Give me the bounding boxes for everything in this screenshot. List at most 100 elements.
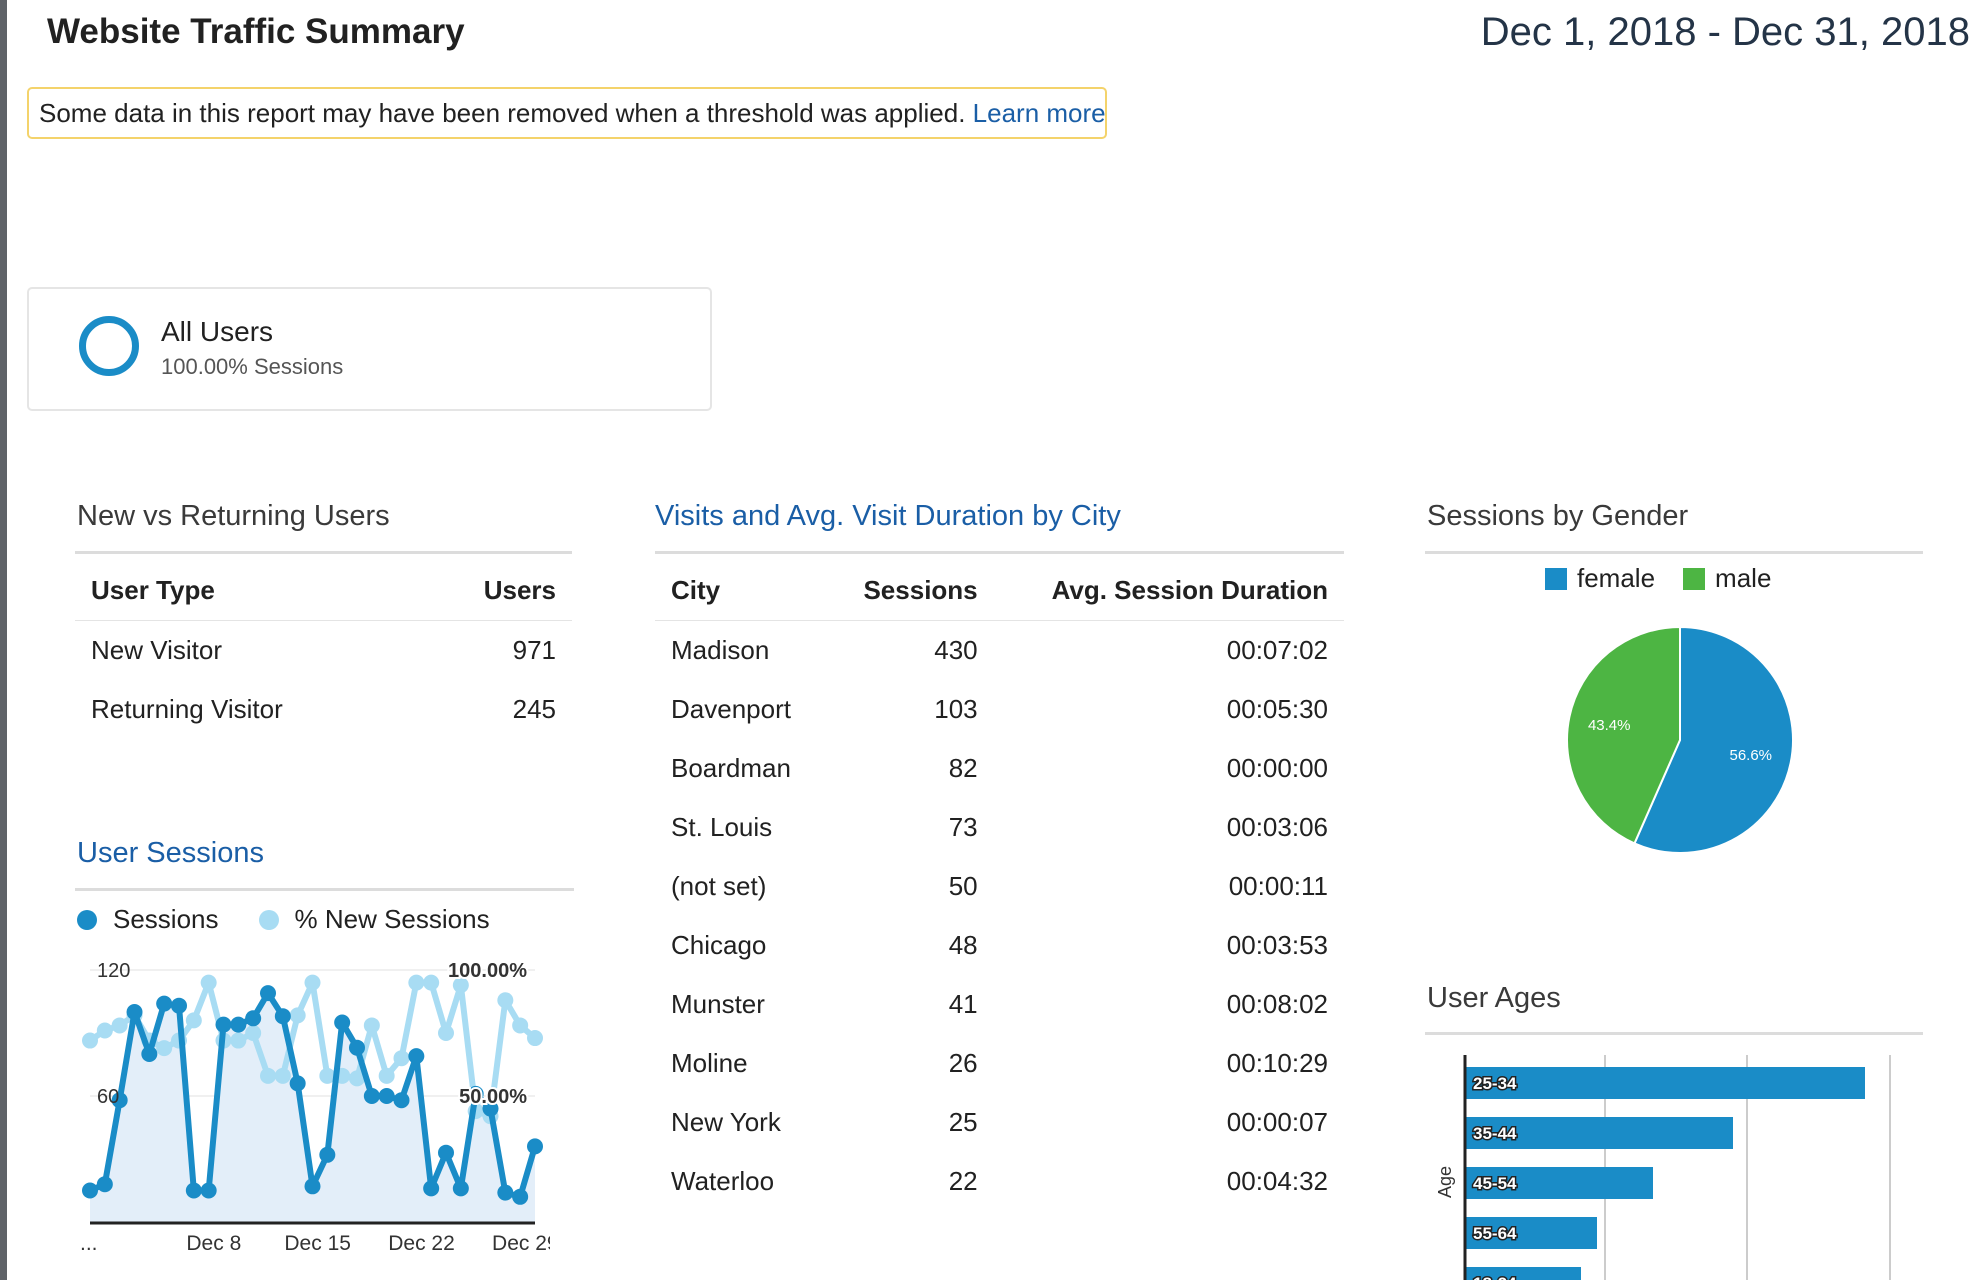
section-divider	[655, 551, 1344, 554]
sessions-point	[185, 1182, 202, 1199]
sessions-cell: 48	[948, 930, 978, 960]
sessions-point	[171, 997, 187, 1014]
sessions-chart-legend: Sessions % New Sessions	[77, 904, 490, 935]
user-sessions-title[interactable]: User Sessions	[77, 837, 264, 869]
female-legend-label: female	[1577, 563, 1656, 593]
sessions-point	[289, 1075, 306, 1092]
city-cell: Waterloo	[671, 1166, 775, 1196]
sessions-point	[111, 1092, 128, 1109]
table-row: St. Louis 73 00:03:06	[655, 798, 1344, 857]
pie-slice-female	[1633, 625, 1794, 854]
new-sessions-legend-marker	[258, 909, 279, 930]
column-header-user-type: User Type	[91, 574, 215, 605]
new-sessions-point	[393, 1050, 410, 1067]
notice-message: Some data in this report may have been r…	[39, 98, 966, 128]
sessions-point	[482, 1100, 499, 1117]
new-sessions-point	[111, 1017, 128, 1034]
age-bar-label: 18-24	[1473, 1274, 1517, 1280]
age-bar-label: 55-64	[1473, 1224, 1517, 1243]
city-cell: (not set)	[671, 871, 767, 901]
sessions-point	[96, 1176, 113, 1193]
sessions-point	[408, 1048, 425, 1065]
sessions-area	[90, 993, 535, 1222]
pie-slice-label: 56.6%	[1729, 747, 1772, 764]
new-vs-returning-title: New vs Returning Users	[77, 500, 390, 532]
segment-name: All Users	[161, 316, 274, 347]
user-ages-bar-chart: 25-34 35-44 45-54 55-64 18-24 Age	[1435, 1055, 1891, 1280]
sessions-point	[156, 995, 173, 1012]
user-ages-title: User Ages	[1427, 982, 1561, 1014]
sessions-point	[274, 1008, 291, 1025]
city-cell: St. Louis	[671, 812, 773, 842]
new-sessions-point	[156, 1040, 173, 1057]
pie-slice-label: 43.4%	[1588, 717, 1631, 734]
table-row: New Visitor 971	[75, 621, 572, 681]
sessions-point	[378, 1088, 395, 1104]
x-axis-tick-label: Dec 8	[186, 1232, 241, 1255]
new-sessions-point	[200, 974, 217, 991]
sessions-point	[363, 1088, 380, 1104]
gender-chart-title: Sessions by Gender	[1427, 500, 1689, 532]
segment-card[interactable]: All Users 100.00% Sessions	[27, 287, 712, 411]
sessions-point	[260, 985, 276, 1002]
date-range[interactable]: Dec 1, 2018 - Dec 31, 2018	[1480, 10, 1970, 54]
new-sessions-point	[512, 1017, 529, 1034]
sessions-cell: 25	[948, 1107, 978, 1137]
new-sessions-point	[438, 1025, 454, 1041]
sessions-point	[82, 1182, 98, 1199]
window-left-border	[0, 0, 7, 1280]
y-axis-tick-label-right: 100.00%	[448, 960, 527, 982]
age-bar	[1465, 1217, 1597, 1249]
new-sessions-point	[363, 1017, 380, 1034]
gender-legend: female male	[1545, 563, 1771, 594]
age-bar	[1465, 1267, 1581, 1280]
age-bar-label: 45-54	[1473, 1174, 1517, 1193]
pie-slice-male	[1566, 625, 1681, 845]
avg-duration-cell: 00:03:53	[1226, 930, 1328, 960]
table-row: Madison 430 00:07:02	[655, 621, 1344, 681]
segment-share: 100.00% Sessions	[161, 354, 344, 379]
city-cell: Chicago	[671, 930, 767, 960]
new-sessions-point	[349, 1070, 365, 1087]
x-axis-tick-label: Dec 15	[284, 1232, 351, 1255]
city-table-title[interactable]: Visits and Avg. Visit Duration by City	[655, 500, 1121, 532]
users-cell: 245	[512, 694, 556, 724]
new-sessions-point	[408, 974, 425, 991]
table-row: (not set) 50 00:00:11	[655, 857, 1344, 916]
new-sessions-point	[260, 1067, 276, 1084]
sessions-legend-marker	[77, 909, 97, 930]
sessions-point	[319, 1146, 336, 1163]
learn-more-link[interactable]: Learn more	[972, 98, 1106, 128]
table-row: Munster 41 00:08:02	[655, 975, 1344, 1034]
age-bar-label: 35-44	[1473, 1124, 1517, 1143]
female-legend-marker	[1545, 567, 1567, 590]
sessions-legend-label: Sessions	[113, 904, 219, 934]
new-sessions-point	[319, 1067, 336, 1084]
sessions-point	[245, 1010, 262, 1027]
new-sessions-point	[245, 1025, 262, 1041]
sessions-point	[512, 1188, 529, 1205]
new-sessions-point	[185, 1012, 202, 1029]
table-row: Boardman 82 00:00:00	[655, 739, 1344, 798]
sessions-cell: 26	[948, 1048, 978, 1078]
sessions-point	[200, 1182, 217, 1199]
new-sessions-point	[82, 1032, 98, 1049]
sessions-point	[230, 1016, 247, 1033]
city-cell: Boardman	[671, 753, 791, 783]
avg-duration-cell: 00:07:02	[1226, 635, 1328, 665]
table-row: Waterloo 22 00:04:32	[655, 1152, 1344, 1211]
column-header-city: City	[671, 574, 721, 605]
page-title: Website Traffic Summary	[47, 12, 465, 51]
sessions-cell: 73	[948, 812, 978, 842]
avg-duration-cell: 00:03:06	[1226, 812, 1328, 842]
table-row: Moline 26 00:10:29	[655, 1034, 1344, 1093]
column-header-sessions: Sessions	[863, 574, 978, 605]
table-row: New York 25 00:00:07	[655, 1093, 1344, 1152]
sessions-cell: 103	[934, 694, 978, 724]
sessions-point	[141, 1046, 158, 1062]
age-bar	[1465, 1167, 1653, 1199]
new-sessions-point	[289, 1007, 306, 1024]
column-header-avg-duration: Avg. Session Duration	[1051, 574, 1328, 605]
new-sessions-point	[497, 992, 514, 1009]
y-axis-tick-label: 120	[97, 960, 130, 982]
